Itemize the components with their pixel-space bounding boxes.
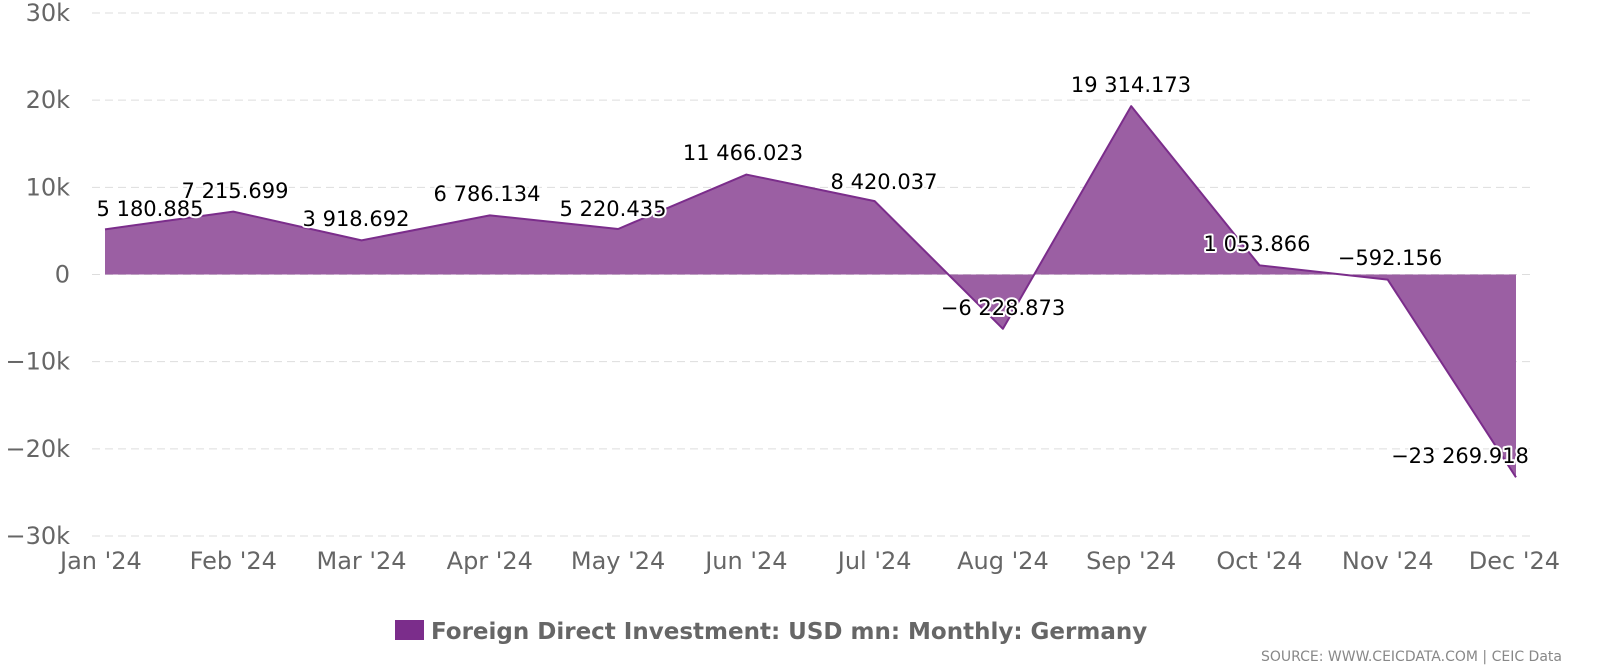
y-axis: 30k 20k 10k 0 −10k −20k −30k	[5, 0, 70, 550]
x-tick-label: Aug '24	[957, 547, 1049, 575]
data-label: 8 420.037	[831, 170, 938, 194]
series-area[interactable]	[105, 106, 1516, 478]
x-tick-label: Jul '24	[836, 547, 912, 575]
series-line[interactable]	[104, 105, 1517, 478]
x-tick-label: Mar '24	[317, 547, 407, 575]
data-label: 5 220.435	[560, 197, 667, 221]
legend[interactable]: Foreign Direct Investment: USD mn: Month…	[395, 619, 1147, 645]
x-tick-label: Nov '24	[1342, 547, 1434, 575]
y-tick-label: 0	[55, 261, 70, 289]
y-tick-label: 10k	[26, 173, 71, 201]
legend-label[interactable]: Foreign Direct Investment: USD mn: Month…	[431, 619, 1147, 645]
x-tick-label: Oct '24	[1216, 547, 1302, 575]
x-tick-label: Jan '24	[58, 547, 142, 575]
x-axis: Jan '24 Feb '24 Mar '24 Apr '24 May '24 Jun '…	[58, 547, 1560, 575]
x-tick-label: Apr '24	[447, 547, 533, 575]
data-label: 3 918.692	[303, 207, 410, 231]
data-label: −592.156	[1338, 246, 1442, 270]
x-tick-label: Jun '24	[703, 547, 787, 575]
data-label: 5 180.885	[97, 197, 204, 221]
y-tick-label: 20k	[26, 86, 71, 114]
source-credit: SOURCE: WWW.CEICDATA.COM | CEIC Data	[1261, 649, 1562, 665]
legend-swatch[interactable]	[395, 620, 424, 640]
data-label: −6 228.873	[941, 296, 1065, 320]
data-label: 1 053.866	[1204, 232, 1311, 256]
y-tick-label: −10k	[5, 348, 70, 376]
x-tick-label: Feb '24	[190, 547, 277, 575]
y-tick-label: −30k	[5, 522, 70, 550]
data-label: 19 314.173	[1071, 73, 1191, 97]
x-tick-label: May '24	[571, 547, 665, 575]
data-label: 7 215.699	[182, 179, 289, 203]
area-series	[104, 105, 1517, 478]
y-tick-label: −20k	[5, 435, 70, 463]
data-label: 11 466.023	[683, 141, 803, 165]
x-tick-label: Dec '24	[1469, 547, 1560, 575]
data-label: 6 786.134	[434, 182, 541, 206]
data-label: −23 269.918	[1391, 444, 1529, 468]
x-tick-label: Sep '24	[1086, 547, 1176, 575]
y-tick-label: 30k	[26, 0, 71, 27]
